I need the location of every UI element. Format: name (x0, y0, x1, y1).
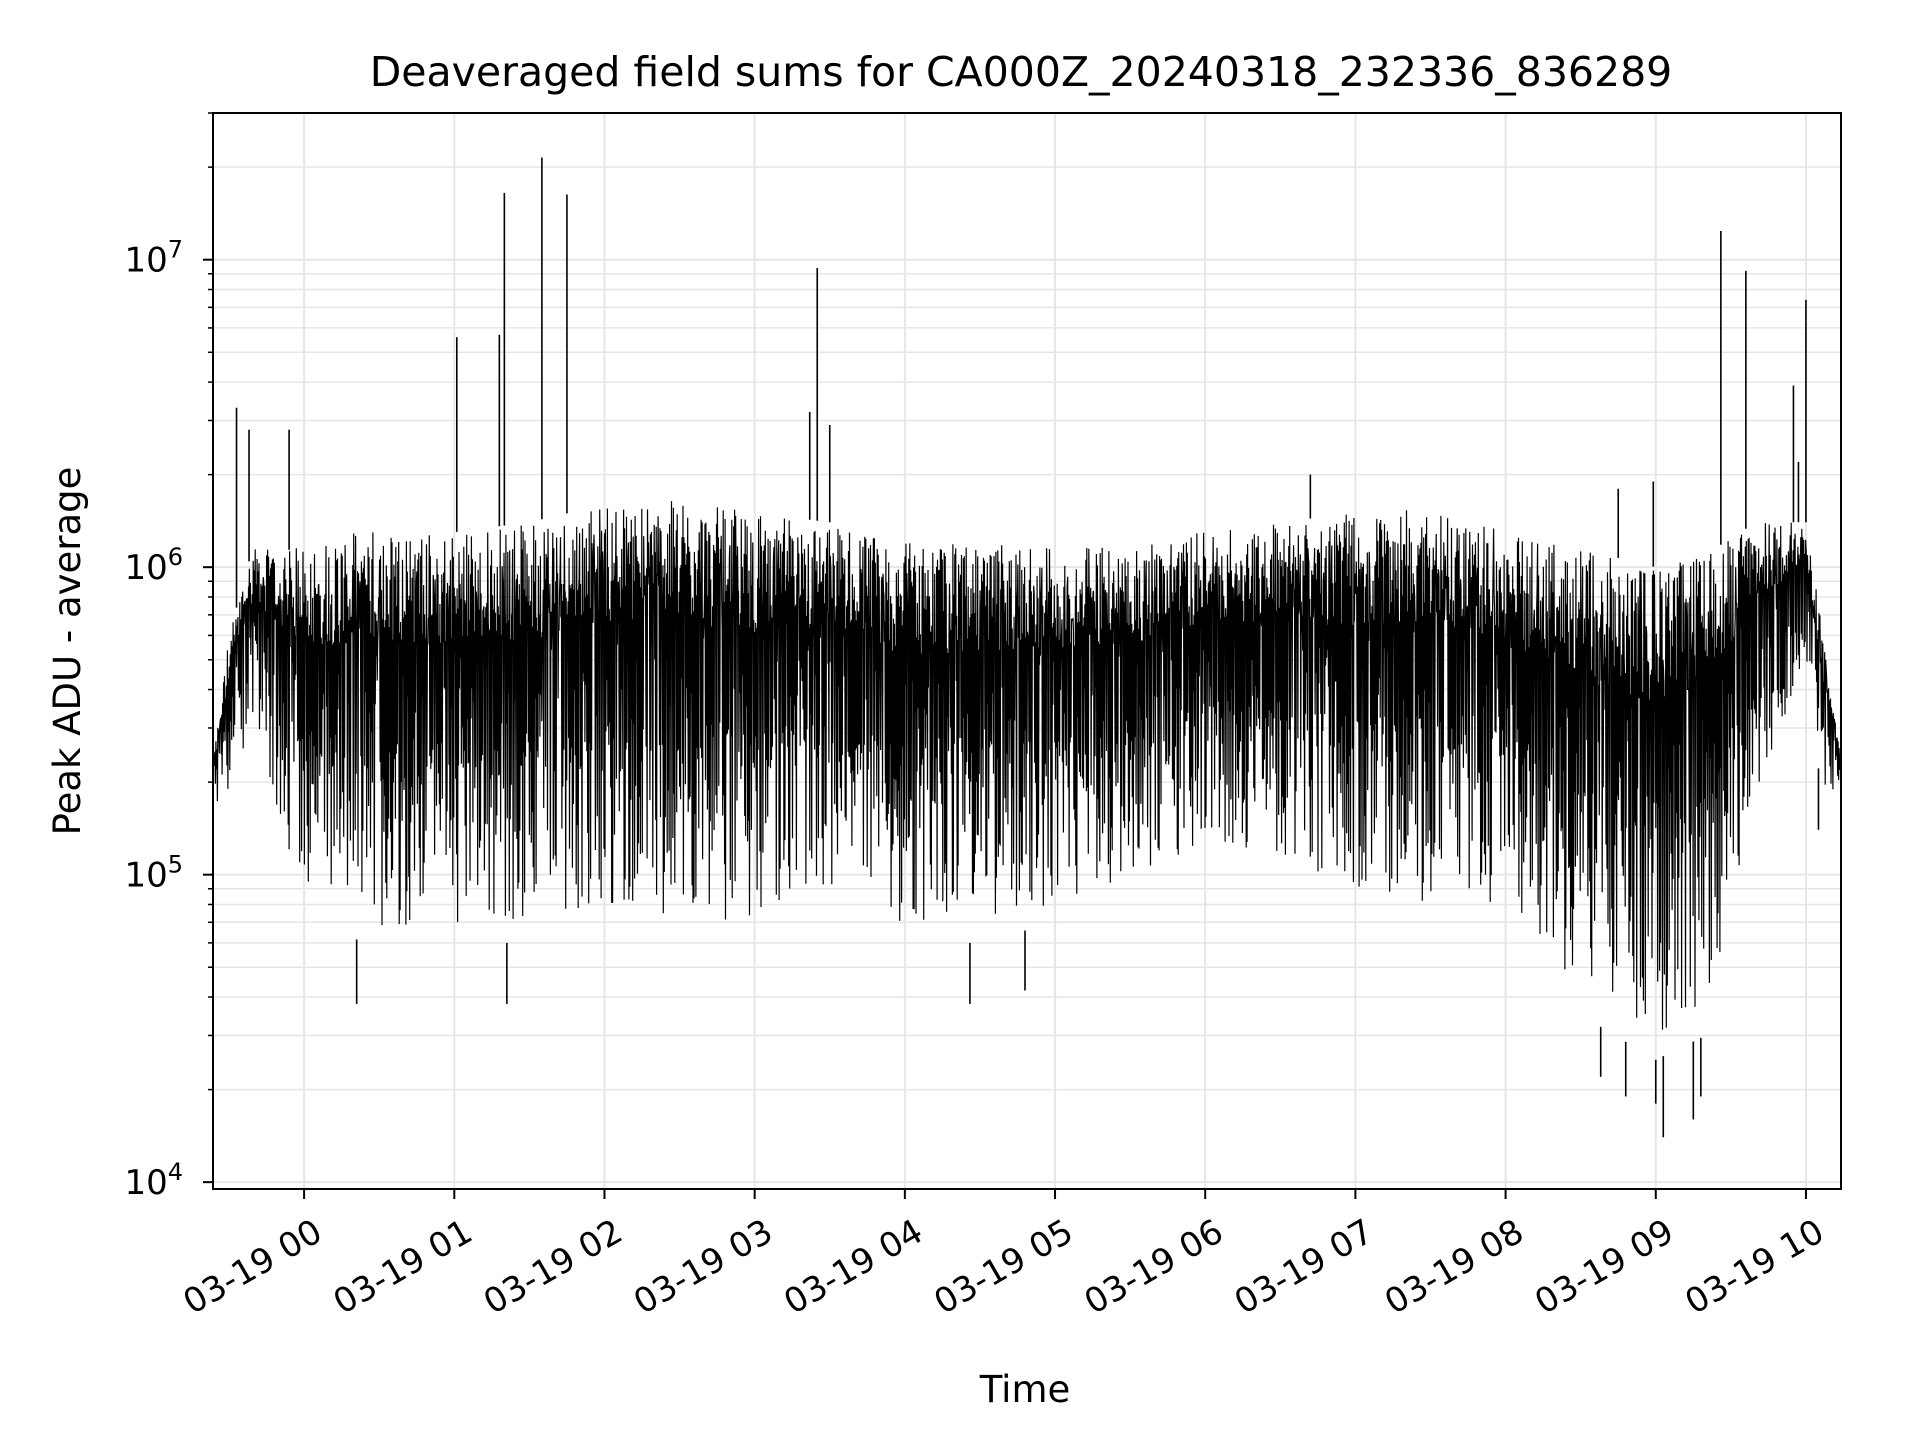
series-line (213, 501, 1842, 1030)
y-tick-label: 106 (124, 543, 183, 588)
plot-frame (212, 112, 1842, 1190)
y-tick-label: 104 (124, 1158, 183, 1203)
y-tick-label: 107 (124, 236, 183, 281)
y-axis: 104 105 106 107 (124, 112, 213, 1203)
y-tick-label: 105 (124, 851, 183, 896)
x-axis-label: Time (979, 1368, 1071, 1411)
data-series (213, 157, 1842, 1138)
y-axis-label: Peak ADU - average (46, 467, 89, 836)
chart-title: Deaveraged field sums for CA000Z_2024031… (370, 48, 1673, 96)
